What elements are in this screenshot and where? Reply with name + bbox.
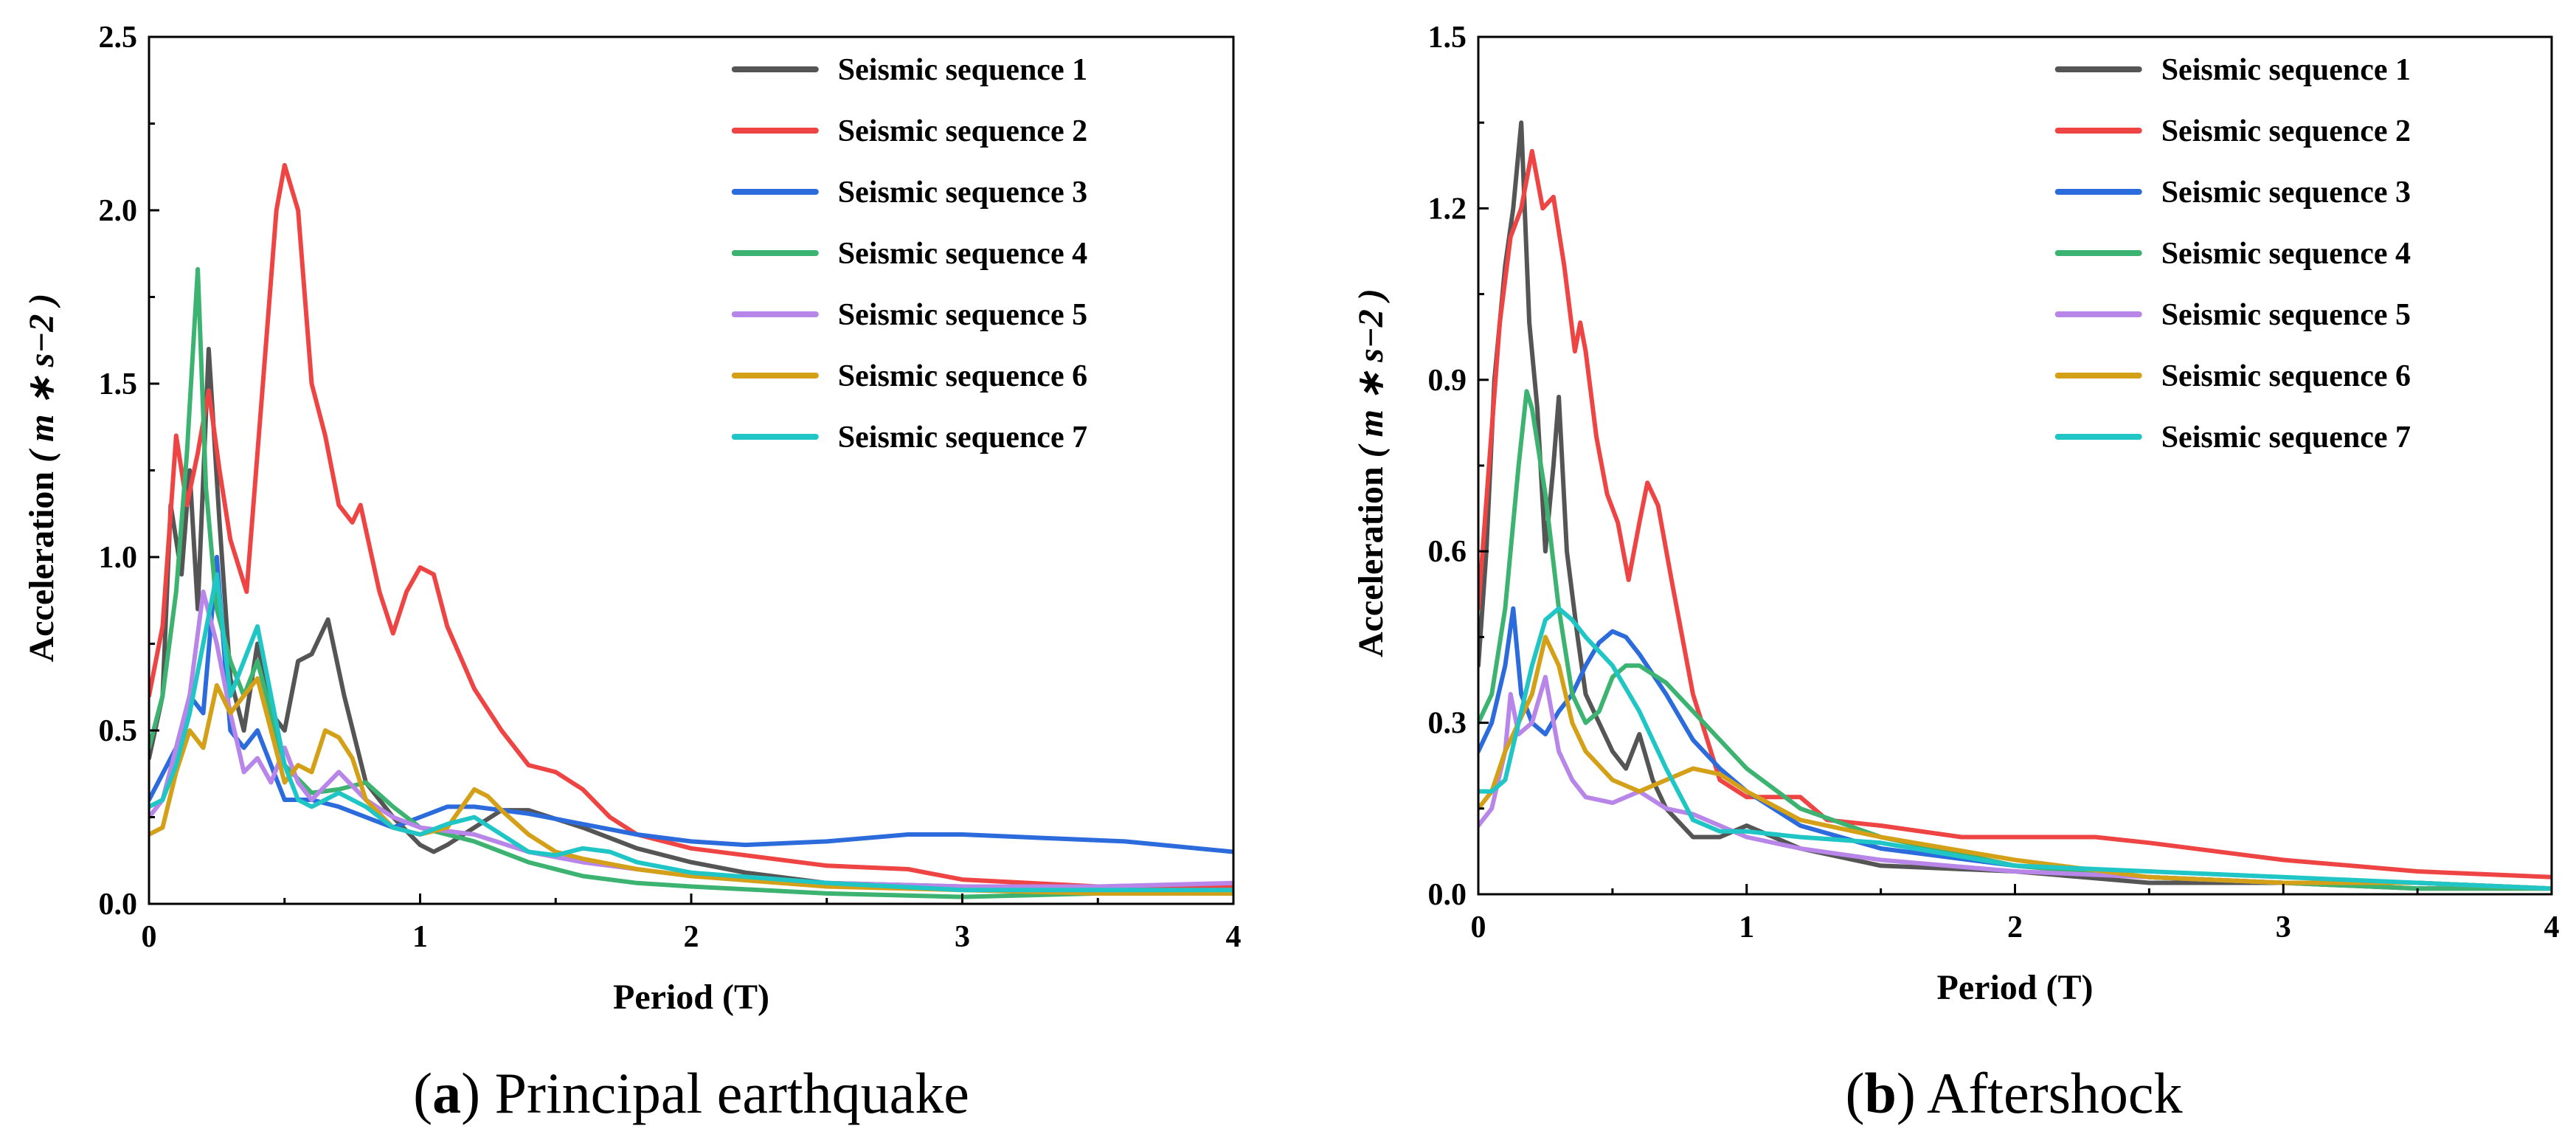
series-line-7 — [1478, 606, 2552, 891]
y-axis-title: Acceleration ( m ∗ s−2 ) — [1351, 288, 1391, 657]
series-line-3 — [1478, 606, 2552, 891]
x-tick-label: 3 — [2276, 910, 2291, 944]
y-tick-label: 0.0 — [1428, 878, 1467, 912]
series-line-2 — [149, 162, 1233, 889]
caption-open: ( — [1845, 1061, 1864, 1125]
legend-label-7: Seismic sequence 7 — [2161, 421, 2411, 455]
y-tick-label: 0.6 — [1428, 535, 1467, 569]
legend-label-4: Seismic sequence 4 — [2161, 237, 2411, 271]
caption-a: (a) Principal earthquake — [413, 1061, 969, 1125]
y-tick-label: 1.0 — [99, 541, 138, 575]
legend-label-6: Seismic sequence 6 — [2161, 359, 2411, 393]
series-line-2 — [1478, 148, 2552, 879]
y-axis-title-unit: ( m ∗ s−2 ) — [1351, 288, 1391, 457]
series-line-4 — [1478, 389, 2552, 891]
y-axis-title-unit: ( m ∗ s−2 ) — [22, 294, 61, 463]
y-axis-title-text: Acceleration — [22, 463, 61, 663]
series-group — [149, 162, 1233, 899]
y-axis-title-text: Acceleration — [1351, 457, 1391, 657]
chart-panel-a: 0 1 2 3 4 0.0 0.5 1.0 1.5 2.0 2.5 Period (T) Acceler… — [22, 21, 1242, 1125]
series-line-6 — [149, 676, 1233, 896]
legend-label-3: Seismic sequence 3 — [838, 176, 1087, 210]
x-tick-label: 1 — [412, 920, 428, 954]
y-tick-label: 1.5 — [1428, 21, 1467, 55]
x-axis-title: Period (T) — [613, 978, 769, 1017]
series-line-1 — [149, 347, 1233, 893]
y-tick-label: 0.9 — [1428, 364, 1467, 398]
y-axis-title: Acceleration ( m ∗ s−2 ) — [22, 294, 61, 663]
legend-label-3: Seismic sequence 3 — [2161, 176, 2411, 210]
x-tick-label: 3 — [955, 920, 970, 954]
caption-rest: ) Principal earthquake — [461, 1061, 969, 1125]
x-tick-label: 1 — [1739, 910, 1754, 944]
caption-rest: ) Aftershock — [1897, 1061, 2183, 1125]
caption-open: ( — [413, 1061, 432, 1125]
series-line-4 — [149, 266, 1233, 899]
chart-panel-b: 0 1 2 3 4 0.0 0.3 0.6 0.9 1.2 1.5 Period (T) Acceler… — [1351, 21, 2560, 1125]
y-tick-label: 0.5 — [99, 714, 138, 748]
legend-label-1: Seismic sequence 1 — [838, 53, 1087, 87]
x-tick-label: 0 — [142, 920, 157, 954]
y-tick-label: 2.5 — [99, 21, 138, 55]
caption-b: (b) Aftershock — [1845, 1061, 2182, 1125]
legend: Seismic sequence 1 Seismic sequence 2 Seis… — [2054, 53, 2411, 455]
x-tick-label: 2 — [684, 920, 699, 954]
y-tick-label: 0.0 — [99, 888, 138, 922]
legend-label-7: Seismic sequence 7 — [838, 421, 1087, 455]
legend-label-4: Seismic sequence 4 — [838, 237, 1087, 271]
series-line-6 — [1478, 635, 2552, 891]
y-tick-label: 0.3 — [1428, 707, 1467, 741]
series-group — [1478, 120, 2552, 891]
legend-label-2: Seismic sequence 2 — [838, 114, 1087, 148]
legend: Seismic sequence 1 Seismic sequence 2 Seis… — [731, 53, 1087, 455]
series-line-7 — [149, 572, 1233, 893]
y-tick-label: 1.5 — [99, 367, 138, 401]
legend-label-6: Seismic sequence 6 — [838, 359, 1087, 393]
y-tick-label: 2.0 — [99, 194, 138, 228]
x-tick-label: 4 — [1226, 920, 1242, 954]
legend-label-5: Seismic sequence 5 — [838, 298, 1087, 332]
x-tick-label: 2 — [2007, 910, 2023, 944]
series-line-1 — [1478, 120, 2552, 891]
plot-frame — [1477, 35, 2553, 896]
x-tick-label: 0 — [1471, 910, 1486, 944]
y-tick-label: 1.2 — [1428, 192, 1467, 226]
x-tick-label: 4 — [2544, 910, 2560, 944]
x-axis-title: Period (T) — [1937, 968, 2094, 1007]
caption-letter: a — [432, 1061, 461, 1125]
caption-letter: b — [1864, 1061, 1896, 1125]
legend-label-2: Seismic sequence 2 — [2161, 114, 2411, 148]
legend-label-1: Seismic sequence 1 — [2161, 53, 2411, 87]
legend-label-5: Seismic sequence 5 — [2161, 298, 2411, 332]
